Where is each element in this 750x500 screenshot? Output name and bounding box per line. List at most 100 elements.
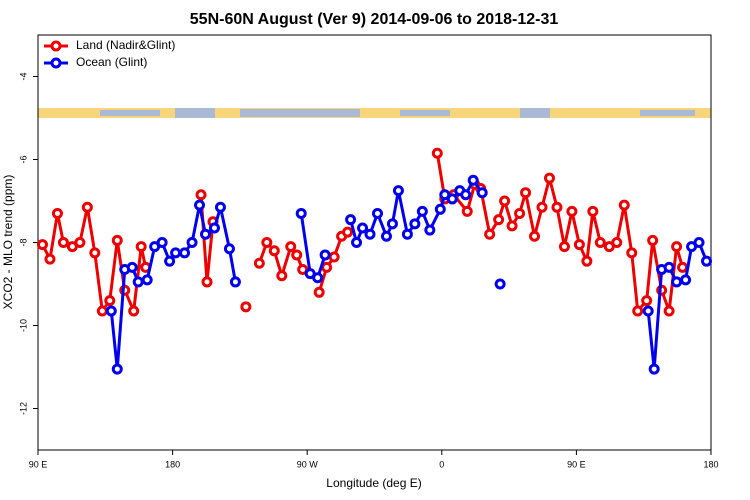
point [499,195,511,207]
point [476,187,488,199]
point [312,272,324,284]
point [156,237,168,248]
legend-box [39,36,189,74]
point [693,237,705,248]
point [671,241,683,253]
point [240,301,252,313]
point [36,239,48,251]
point [558,241,570,253]
point [364,228,376,240]
point [328,251,340,263]
point [594,237,606,248]
x-tick-label: 90 W [297,459,319,469]
point [460,189,472,201]
point [647,234,659,246]
point [520,187,532,199]
point [663,305,675,317]
point [611,237,623,248]
point [663,261,675,273]
point [386,218,398,230]
point [424,224,436,236]
point [351,237,363,248]
point [494,278,506,290]
point [506,220,518,232]
map-strip [38,108,711,118]
point [514,207,526,219]
point [295,207,307,219]
point [135,241,147,253]
point [566,205,578,217]
point [551,201,563,213]
y-axis-title: XCO2 - MLO trend (ppm) [1,175,15,310]
y-tick-label: -6 [18,155,28,163]
y-tick-label: -4 [18,72,28,80]
chart-title: 55N-60N August (Ver 9) 2014-09-06 to 201… [190,11,559,28]
point [164,255,176,267]
point [57,237,69,248]
point [276,270,288,282]
point [208,222,220,234]
point [321,261,333,273]
point [89,247,101,259]
legend-marker [50,40,62,52]
point [141,274,153,286]
y-tick-label: -8 [18,238,28,246]
point [291,249,303,261]
point [648,363,660,375]
point [313,286,325,298]
point [81,201,93,213]
point [587,205,599,217]
series-line [41,206,148,317]
point [529,230,541,242]
point [536,201,548,213]
x-tick-label: 90 E [29,459,48,469]
point [434,203,446,215]
point [128,305,140,317]
point [253,257,265,269]
point [345,214,357,226]
point [195,189,207,201]
point [626,247,638,259]
legend-marker [50,57,62,69]
point [319,249,331,261]
point [342,226,354,238]
point [111,363,123,375]
point [701,255,713,267]
point [194,199,206,211]
point [671,276,683,288]
point [179,247,191,259]
point [618,199,630,211]
point [214,201,226,213]
point [126,261,138,273]
point [484,228,496,240]
point [409,218,421,230]
point [401,228,413,240]
point [573,239,585,251]
legend-label: Ocean (Glint) [76,55,147,69]
point [543,172,555,184]
point [641,295,653,307]
y-tick-label: -10 [18,319,28,332]
point [201,276,213,288]
point [104,295,116,307]
point [371,207,383,219]
point [111,234,123,246]
point [132,276,144,288]
point [229,276,241,288]
x-axis-title: Longitude (deg E) [326,476,421,490]
legend-label: Land (Nadir&Glint) [76,38,175,52]
point [461,205,473,217]
point [223,243,235,255]
point [200,228,212,240]
point [96,305,108,317]
point [44,253,56,265]
point [380,230,392,242]
point [467,174,479,186]
point [392,185,404,197]
point [186,237,198,248]
point [431,147,443,159]
point [446,193,458,205]
point [74,237,86,248]
x-tick-label: 180 [703,459,718,469]
